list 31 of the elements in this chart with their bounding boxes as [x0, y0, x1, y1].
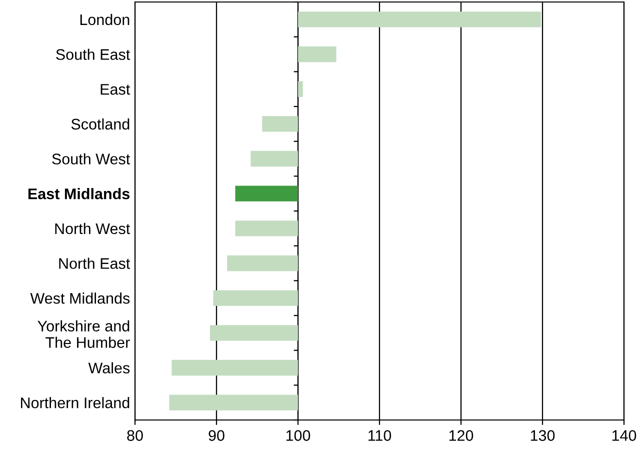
bar — [298, 12, 541, 28]
x-tick-label: 130 — [530, 430, 555, 441]
bar — [169, 394, 298, 410]
y-tick-label: East Midlands — [28, 188, 130, 200]
y-tick-label: West Midlands — [30, 292, 130, 304]
y-tick-label: London — [80, 14, 130, 26]
y-tick-label: Northern Ireland — [21, 397, 130, 408]
bar — [210, 325, 298, 341]
y-tick-label: North East — [59, 258, 130, 269]
bar — [172, 360, 298, 376]
x-tick-label: 110 — [368, 430, 392, 441]
y-tick-label: South West — [52, 153, 130, 164]
bar — [235, 220, 298, 236]
x-tick-label: 100 — [286, 430, 310, 441]
x-tick-label: 90 — [208, 430, 224, 441]
y-tick-label: Wales — [88, 362, 130, 374]
bar — [227, 255, 298, 272]
bar — [250, 150, 298, 167]
bar — [235, 186, 298, 202]
bar — [213, 290, 298, 306]
y-tick-label: East — [100, 84, 130, 95]
y-tick-label: North West — [55, 222, 130, 234]
x-tick-label: 80 — [127, 430, 143, 441]
bar — [298, 46, 336, 62]
bar — [298, 81, 303, 97]
y-tick-label: South East — [56, 48, 130, 60]
bar — [262, 116, 298, 132]
y-tick-label: Scotland — [71, 118, 130, 130]
x-tick-label: 140 — [612, 430, 636, 441]
x-tick-label: 120 — [449, 430, 474, 441]
y-tick-label: Yorkshire and The Humber — [38, 320, 130, 348]
